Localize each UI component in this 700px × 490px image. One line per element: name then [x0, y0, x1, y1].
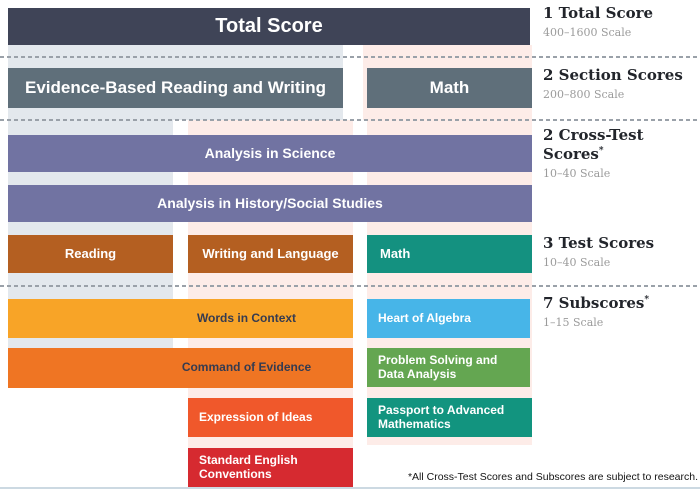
bar-analysis-in-science: Analysis in Science	[8, 135, 532, 172]
dashed-divider-subscores	[0, 285, 700, 287]
bar-label: Reading	[64, 245, 117, 261]
bar-analysis-in-history-social-studies: Analysis in History/Social Studies	[8, 185, 532, 222]
level-asterisk: *	[644, 295, 650, 305]
bar-label: Words in Context	[196, 310, 297, 325]
bar-label: Passport to Advanced Mathematics	[378, 402, 505, 431]
bar-standard-english-conventions: Standard English Conventions	[188, 448, 353, 487]
level-title: 2 Section Scores	[543, 66, 698, 85]
bar-total-score: Total Score	[8, 8, 530, 45]
level-scale: 1–15 Scale	[543, 316, 604, 329]
bar-label: Math	[429, 78, 470, 98]
bar-label: Analysis in History/Social Studies	[157, 195, 383, 212]
level-title-text: 1 Total Score	[543, 4, 654, 22]
level-title: 7 Subscores*	[543, 294, 698, 313]
bar-passport-advanced-mathematics: Passport to Advanced Mathematics	[367, 398, 532, 437]
level-scale: 400–1600 Scale	[543, 26, 632, 39]
bar-evidence-based-reading-writing: Evidence-Based Reading and Writing	[8, 68, 343, 108]
bar-label: Heart of Algebra	[378, 310, 471, 325]
column-bg-math	[367, 120, 532, 445]
level-label-total-score: 1 Total Score 400–1600 Scale	[543, 4, 698, 39]
bar-label: Problem Solving and Data Analysis	[378, 352, 498, 381]
bar-math-section: Math	[367, 68, 532, 108]
bar-label: Total Score	[215, 15, 323, 37]
level-asterisk: *	[598, 146, 604, 156]
footnote: *All Cross-Test Scores and Subscores are…	[407, 471, 698, 483]
level-label-subscores: 7 Subscores* 1–15 Scale	[543, 294, 698, 329]
bar-label: Expression of Ideas	[199, 409, 313, 424]
bar-label: Math	[380, 245, 411, 261]
level-title: 2 Cross-Test Scores*	[543, 126, 698, 164]
level-scale: 10–40 Scale	[543, 256, 611, 269]
level-scale: 10–40 Scale	[543, 167, 611, 180]
level-title-text: 2 Section Scores	[543, 66, 683, 84]
bar-expression-of-ideas: Expression of Ideas	[188, 398, 353, 437]
level-title-text: 7 Subscores	[543, 294, 645, 312]
bar-label: Analysis in Science	[204, 145, 336, 162]
bar-writing-and-language-test: Writing and Language	[188, 235, 353, 273]
bar-words-in-context: Words in Context	[8, 299, 353, 338]
bar-label: Evidence-Based Reading and Writing	[24, 78, 327, 98]
bar-label: Standard English Conventions	[199, 452, 298, 481]
bar-label: Command of Evidence	[181, 360, 312, 375]
level-label-cross-test-scores: 2 Cross-Test Scores* 10–40 Scale	[543, 126, 698, 180]
level-label-section-scores: 2 Section Scores 200–800 Scale	[543, 66, 698, 101]
level-title: 1 Total Score	[543, 4, 698, 23]
bar-reading-test: Reading	[8, 235, 173, 273]
level-scale: 200–800 Scale	[543, 88, 625, 101]
bottom-border	[0, 487, 700, 489]
bar-label: Writing and Language	[202, 245, 339, 261]
level-title-text: 3 Test Scores	[543, 234, 655, 252]
bar-command-of-evidence: Command of Evidence	[8, 348, 353, 388]
bar-heart-of-algebra: Heart of Algebra	[367, 299, 530, 338]
bar-problem-solving-data-analysis: Problem Solving and Data Analysis	[367, 348, 530, 387]
level-title: 3 Test Scores	[543, 234, 698, 253]
level-label-test-scores: 3 Test Scores 10–40 Scale	[543, 234, 698, 269]
dashed-divider-total	[0, 56, 700, 58]
level-title-text: 2 Cross-Test Scores	[543, 126, 644, 163]
dashed-divider-sections	[0, 119, 700, 121]
bar-math-test: Math	[367, 235, 532, 273]
